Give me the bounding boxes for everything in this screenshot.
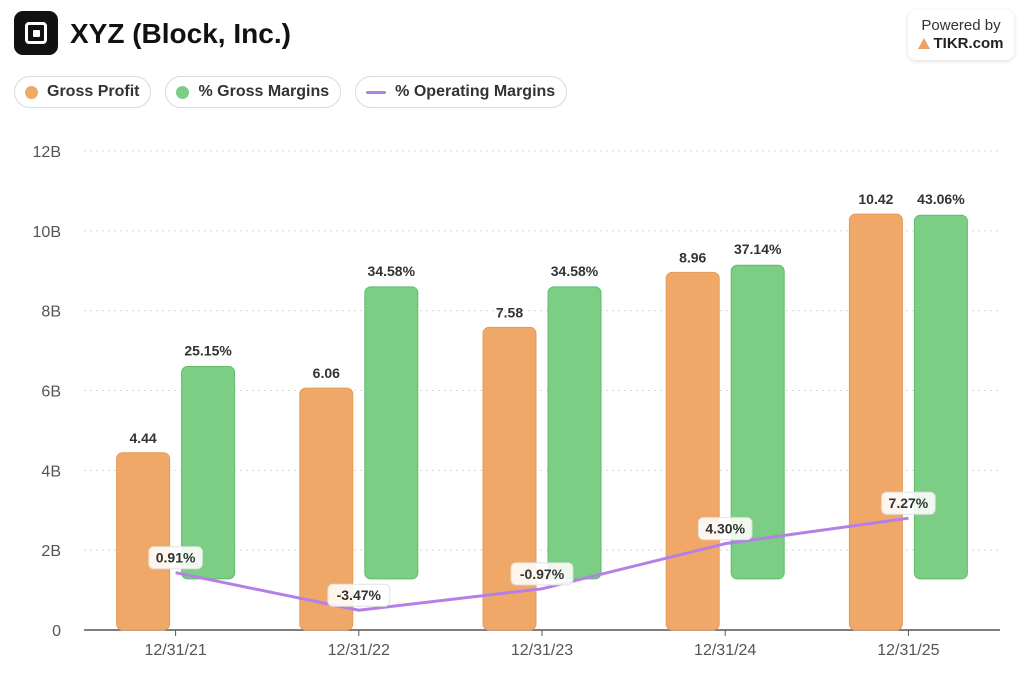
gross-margin-bar[interactable]: [913, 214, 968, 580]
brand-name: TIKR.com: [933, 35, 1004, 52]
gross-profit-value-label: 6.06: [313, 365, 340, 381]
legend-item-gross-margins[interactable]: % Gross Margins: [165, 76, 342, 108]
y-tick-label: 4B: [41, 463, 61, 480]
powered-by-badge[interactable]: Powered by TIKR.com: [908, 10, 1014, 60]
page-title: XYZ (Block, Inc.): [70, 18, 291, 49]
gross-profit-bar[interactable]: [665, 271, 720, 631]
gross-profit-value-label: 10.42: [858, 191, 893, 207]
gross-margin-value-label: 37.14%: [734, 241, 782, 257]
y-tick-label: 10B: [33, 224, 61, 241]
operating-margin-value-label: -0.97%: [520, 566, 565, 582]
gross-profit-value-label: 4.44: [129, 430, 156, 446]
operating-margin-value-label: 7.27%: [889, 495, 929, 511]
gross-profit-bar[interactable]: [482, 326, 537, 631]
gross-margin-value-label: 25.15%: [184, 342, 232, 358]
y-tick-label: 0: [52, 623, 61, 640]
operating-margin-value-label: 0.91%: [156, 550, 196, 566]
operating-margin-label-box: [697, 517, 753, 541]
operating-margin-label-box: [510, 562, 574, 586]
chart-legend: Gross Profit % Gross Margins % Operating…: [14, 76, 568, 108]
operating-margin-line[interactable]: [175, 516, 909, 612]
tikr-logo-icon: [918, 38, 931, 49]
gross-profit-bar[interactable]: [116, 452, 171, 631]
gross-margin-bar[interactable]: [364, 286, 419, 580]
gross-margin-value-label: 43.06%: [917, 191, 965, 207]
gross-profit-bar[interactable]: [848, 213, 903, 631]
operating-margin-value-label: -3.47%: [337, 587, 382, 603]
x-tick-label: 12/31/24: [694, 642, 756, 659]
legend-label: Gross Profit: [47, 83, 140, 100]
gross-margin-bar[interactable]: [730, 264, 785, 580]
legend-label: % Operating Margins: [395, 83, 556, 100]
gross-profit-value-label: 7.58: [496, 304, 523, 320]
gross-profit-bar[interactable]: [299, 387, 354, 631]
x-tick-label: 12/31/21: [144, 642, 206, 659]
legend-swatch-gross-margins: [176, 85, 190, 99]
y-tick-label: 12B: [33, 144, 61, 161]
legend-item-gross-profit[interactable]: Gross Profit: [14, 76, 152, 108]
y-tick-label: 6B: [41, 384, 61, 401]
powered-by-text: Powered by: [921, 17, 1001, 34]
operating-margin-label-box: [881, 491, 936, 515]
operating-margin-label-box: [148, 546, 203, 570]
legend-swatch-gross-profit: [25, 85, 38, 99]
company-logo-icon: [14, 11, 58, 55]
gross-margin-bar[interactable]: [547, 286, 602, 580]
y-tick-label: 2B: [41, 543, 61, 560]
gross-profit-value-label: 8.96: [679, 249, 706, 265]
legend-swatch-operating-margins: [366, 90, 387, 94]
x-tick-label: 12/31/22: [328, 642, 390, 659]
operating-margin-label-box: [327, 583, 391, 607]
x-tick-label: 12/31/25: [877, 642, 939, 659]
legend-item-operating-margins[interactable]: % Operating Margins: [355, 76, 568, 108]
gross-margin-value-label: 34.58%: [368, 263, 416, 279]
y-tick-label: 8B: [41, 304, 61, 321]
gross-margin-value-label: 34.58%: [551, 263, 599, 279]
legend-label: % Gross Margins: [198, 83, 330, 100]
x-tick-label: 12/31/23: [511, 642, 573, 659]
operating-margin-value-label: 4.30%: [705, 521, 745, 537]
